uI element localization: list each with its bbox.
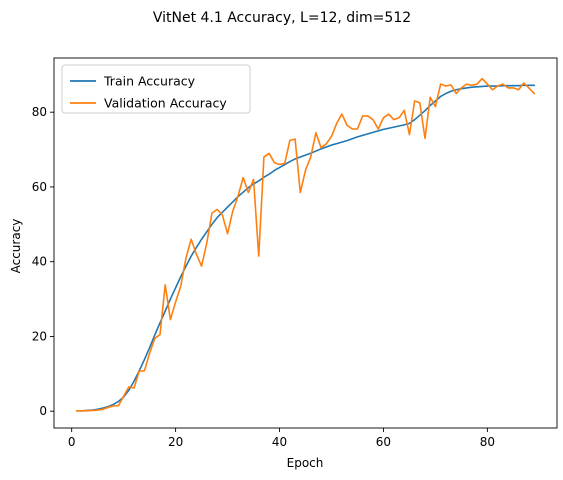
y-tick-label: 80 [32,105,47,119]
series-layer [76,77,536,412]
legend-box [61,64,251,114]
x-tick-label: 20 [168,435,183,449]
y-tick-label: 20 [32,329,47,343]
x-tick-label: 80 [480,435,495,449]
y-tick-label: 60 [32,180,47,194]
series-line-train-accuracy [76,84,535,412]
plot-frame [53,57,558,429]
y-tick-label: 0 [39,404,47,418]
x-tick-label: 60 [376,435,391,449]
x-axis-label: Epoch [287,456,324,470]
x-tick-label: 40 [272,435,287,449]
x-tick-label: 0 [68,435,76,449]
legend-label: Validation Accuracy [104,96,227,111]
legend: Train Accuracy Validation Accuracy [61,64,251,114]
axes-layer: 0 20 40 60 80 0 20 40 60 80 [32,57,558,449]
y-axis-label: Accuracy [9,219,23,274]
y-tick-label: 40 [32,255,47,269]
series-line-validation-accuracy [76,77,536,412]
legend-label: Train Accuracy [103,74,196,89]
chart-title: VitNet 4.1 Accuracy, L=12, dim=512 [153,10,411,26]
